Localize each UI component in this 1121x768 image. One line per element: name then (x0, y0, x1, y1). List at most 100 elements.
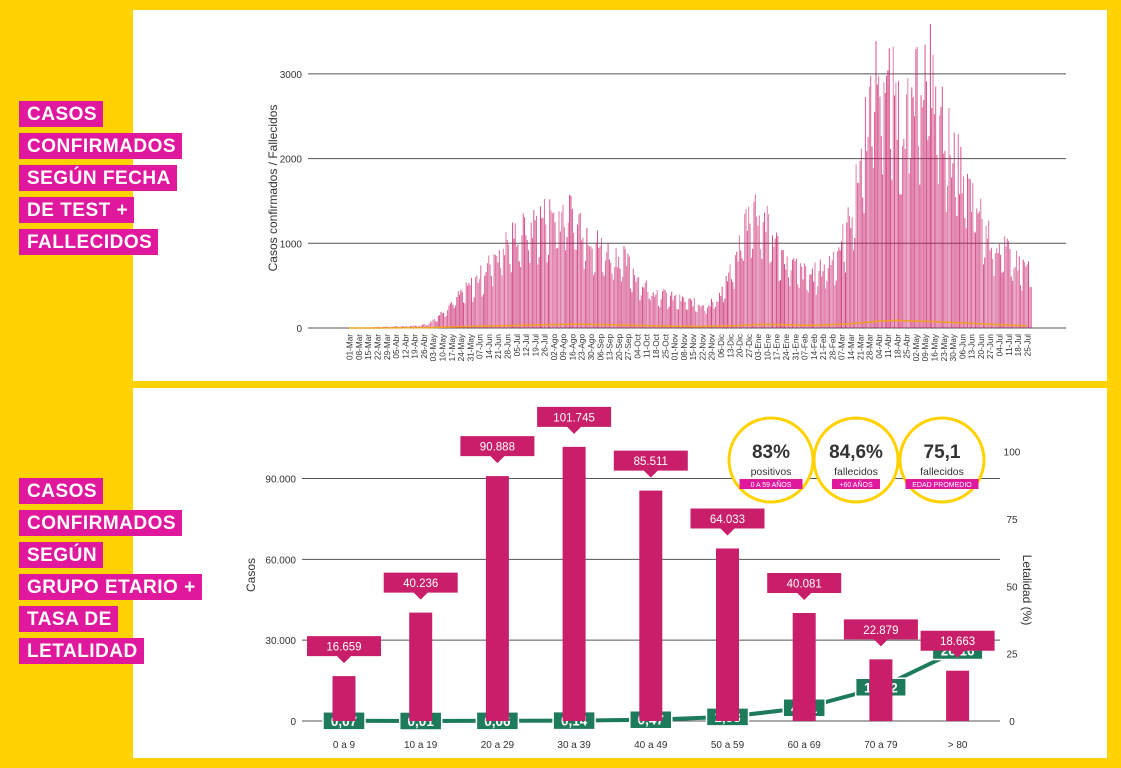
y-tick-label: 90.000 (265, 475, 296, 486)
daily-bar (856, 182, 858, 328)
daily-bar (1001, 272, 1003, 328)
daily-bar (786, 256, 788, 328)
x-tick-label: 17-Ene (773, 334, 782, 361)
x-tick-label: 29-Nov (708, 333, 717, 360)
daily-bar (1022, 259, 1024, 328)
daily-bar (974, 232, 976, 328)
daily-bar (988, 220, 990, 328)
daily-bar (459, 294, 461, 328)
x-tick-label: 30 a 39 (557, 740, 591, 751)
daily-bar (668, 306, 670, 328)
daily-bar (703, 305, 705, 328)
daily-bar (622, 276, 624, 328)
daily-bar (730, 279, 732, 328)
daily-bar (917, 145, 919, 328)
stat-tag: 0 A 59 AÑOS (751, 480, 792, 489)
daily-bar (981, 218, 983, 328)
title-daily-cases: CASOS CONFIRMADOS SEGÚN FECHA DE TEST + … (19, 101, 183, 255)
daily-bar (683, 297, 685, 328)
daily-bar (793, 258, 795, 328)
x-tick-label: 40 a 49 (634, 740, 668, 751)
daily-bar (1025, 266, 1027, 328)
daily-bar (936, 154, 938, 328)
daily-bar (826, 281, 828, 328)
daily-bar (654, 296, 656, 328)
daily-bar (493, 254, 495, 328)
daily-bar (965, 228, 967, 328)
daily-bar (924, 44, 926, 328)
daily-bar (935, 86, 937, 329)
value-callout (460, 436, 535, 464)
daily-bar (846, 222, 848, 328)
daily-bar (997, 253, 999, 328)
daily-bar (986, 238, 988, 328)
x-tick-label: 08-Mar (355, 334, 364, 360)
title-line: GRUPO ETARIO + (19, 574, 202, 600)
daily-bar (996, 248, 998, 328)
daily-bar (684, 302, 686, 328)
daily-bar (891, 179, 893, 328)
daily-bar (753, 201, 755, 328)
y2-tick-label: 75 (1006, 515, 1018, 526)
daily-bar (623, 246, 625, 328)
daily-bar (1009, 248, 1011, 328)
daily-bar (894, 95, 896, 328)
x-tick-label: 11-Abr (884, 334, 893, 358)
value-label: 16.659 (326, 642, 361, 654)
daily-bar (1010, 276, 1012, 328)
daily-bar (978, 211, 980, 328)
daily-bar (673, 295, 675, 328)
daily-bar (715, 306, 717, 328)
daily-bar (716, 301, 718, 328)
daily-bar (883, 82, 885, 328)
x-tick-label: 06-Sep (596, 334, 605, 361)
value-label: 90.888 (480, 442, 515, 454)
daily-bar (862, 197, 864, 328)
daily-bar (433, 319, 435, 328)
x-tick-label: 27-Dic (745, 334, 754, 358)
daily-bar (470, 277, 472, 328)
daily-bar (558, 211, 560, 328)
daily-bar (880, 135, 882, 328)
daily-bar (652, 292, 654, 328)
x-tick-label: 04-Oct (633, 333, 642, 358)
stat-tag: EDAD PROMEDIO (912, 482, 972, 489)
daily-bar (787, 277, 789, 328)
daily-bar (510, 272, 512, 328)
x-tick-label: 28-Mar (866, 334, 875, 360)
daily-bar (689, 298, 691, 328)
daily-bar (898, 80, 900, 328)
daily-bar (925, 81, 927, 328)
daily-bar (581, 240, 583, 328)
daily-bar (606, 252, 608, 328)
daily-bar (725, 275, 727, 328)
daily-bar (726, 281, 728, 328)
y-tick-label: 60.000 (265, 555, 296, 566)
daily-bar (1024, 262, 1026, 328)
daily-bar (904, 148, 906, 328)
daily-bar (550, 210, 552, 328)
daily-bar (566, 237, 568, 328)
daily-bar (439, 315, 441, 328)
daily-bar (604, 260, 606, 328)
daily-bar (868, 86, 870, 328)
daily-bar (494, 255, 496, 328)
daily-bar (712, 302, 714, 328)
daily-bar (577, 224, 579, 328)
daily-bar (888, 48, 890, 328)
age-bar (562, 446, 586, 721)
daily-bar (737, 261, 739, 328)
daily-bar (992, 259, 994, 328)
daily-bar (707, 307, 709, 328)
x-tick-label: 07-Mar (838, 334, 847, 360)
daily-bar (611, 273, 613, 328)
daily-bar (761, 258, 763, 328)
daily-bar (497, 262, 499, 328)
daily-bar (896, 139, 898, 328)
daily-bar (412, 325, 414, 328)
x-tick-label: 12-Abr (401, 334, 410, 359)
daily-bar (543, 198, 545, 328)
y-tick-label: 0 (296, 324, 302, 335)
x-tick-label: 07-Feb (801, 334, 810, 360)
daily-bar (783, 264, 785, 328)
